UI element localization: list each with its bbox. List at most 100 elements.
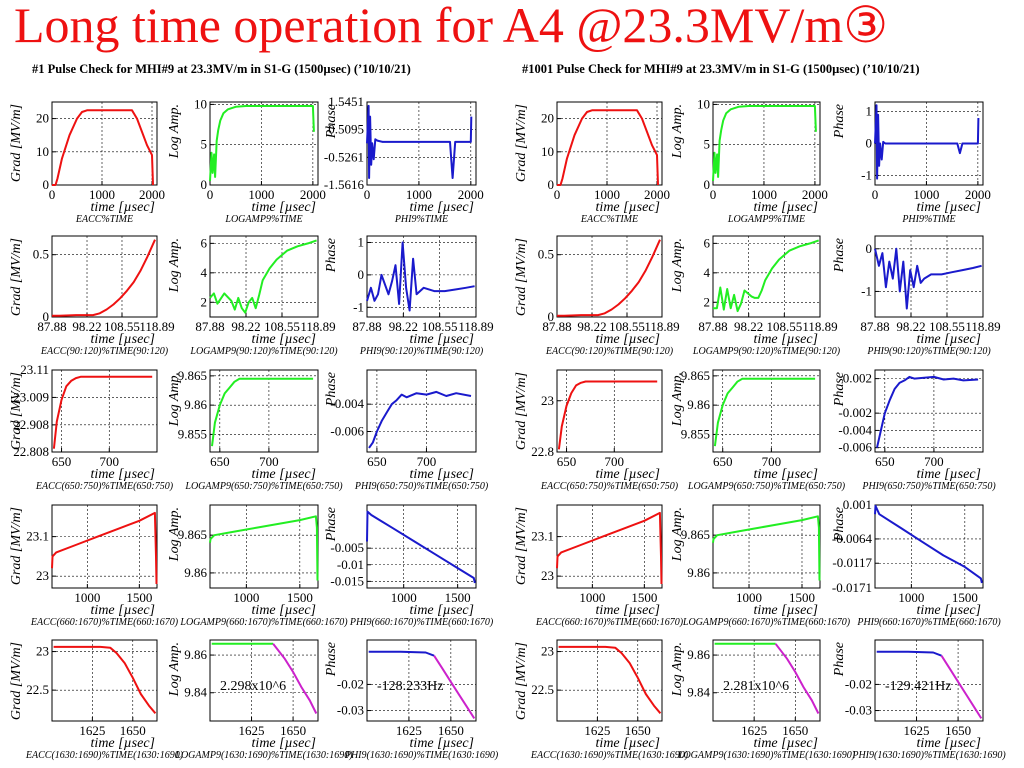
plot-caption: LOGAMP9%TIME (224, 214, 302, 225)
plot-frame (712, 369, 821, 453)
y-tick-label: 9.84 (687, 685, 710, 700)
x-tick-label: 1000 (89, 187, 115, 202)
data-series-line (52, 109, 154, 186)
y-tick-label: -1 (353, 299, 364, 314)
y-tick-label: 23 (36, 644, 49, 659)
data-series-line (874, 504, 983, 584)
y-tick-label: 9.86 (184, 397, 207, 412)
y-tick-label: -0.03 (337, 703, 364, 718)
x-axis-label: time [µsec] (596, 467, 660, 482)
y-tick-label: 22.808 (13, 444, 49, 459)
fit-annotation: 2.281x10^6 (723, 679, 789, 694)
plot-caption: EACC(1630:1690)%TIME(1630:1690) (530, 750, 689, 761)
x-tick-label: 108.55 (104, 319, 140, 334)
x-tick-label: 1625 (584, 723, 610, 738)
y-axis-label: Log Amp. (670, 372, 685, 427)
data-series-line (209, 515, 319, 581)
y-axis-label: Phase (324, 104, 339, 139)
plot-frame (556, 639, 663, 722)
y-tick-label: -1.5616 (324, 177, 365, 192)
y-tick-label: -0.006 (838, 440, 872, 455)
chart-panel: 87.88 98.22 108.55 118.89 2 4 6 time [µsec] Log … (167, 235, 338, 357)
fit-annotation: 2.298x10^6 (220, 679, 286, 694)
chart-panel: 1000 1500 9.86 9.865 time [µsec] Log Amp. LOGA… (670, 504, 851, 628)
plot-caption: EACC(90:120)%TIME(90:120) (545, 346, 674, 357)
y-axis-label: Phase (832, 507, 847, 542)
y-axis-label: Phase (832, 104, 847, 139)
plot-caption: PHI9(1630:1690)%TIME(1630:1690) (344, 750, 499, 761)
x-tick-label: 2000 (300, 187, 326, 202)
y-axis-label: Grad [MV/m] (514, 372, 529, 450)
x-axis-label: time [µsec] (917, 332, 981, 347)
y-tick-label: 0 (548, 309, 555, 324)
y-tick-label: 9.865 (681, 527, 710, 542)
y-tick-label: -0.015 (330, 573, 364, 588)
y-tick-label: -0.02 (845, 676, 872, 691)
x-tick-label: 1650 (438, 723, 464, 738)
x-tick-label: 1650 (945, 723, 971, 738)
x-axis-label: time [µsec] (91, 332, 155, 347)
plot-frame (556, 235, 663, 318)
plot-caption: LOGAMP9(1630:1690)%TIME(1630:1690) (677, 750, 856, 761)
plot-caption: LOGAMP9(1630:1690)%TIME(1630:1690) (174, 750, 353, 761)
x-tick-label: 1000 (594, 187, 620, 202)
x-axis-label: time [µsec] (596, 603, 660, 618)
x-tick-label: 1000 (233, 590, 259, 605)
y-tick-label: 5 (201, 137, 208, 152)
y-tick-label: 10 (697, 96, 710, 111)
plot-frame (51, 639, 158, 722)
y-axis-label: Grad [MV/m] (9, 238, 24, 316)
y-tick-label: 9.855 (681, 426, 710, 441)
plot-frame (51, 504, 158, 589)
chart-panel: 1625 1650 9.84 9.86 2.298x10^6 time [µsec] Log… (167, 639, 353, 761)
data-series-line (876, 650, 942, 657)
y-tick-label: 0 (866, 241, 873, 256)
y-tick-label: 0.5 (33, 247, 49, 262)
x-tick-label: 700 (100, 454, 120, 469)
y-tick-label: 9.86 (184, 647, 207, 662)
x-axis-label: time [µsec] (917, 603, 981, 618)
y-tick-label: 0.5 (538, 247, 554, 262)
y-tick-label: 1.5451 (328, 94, 364, 109)
x-axis-label: time [µsec] (754, 467, 818, 482)
data-series-line (211, 377, 314, 447)
x-axis-label: time [µsec] (410, 200, 474, 215)
x-tick-label: 700 (605, 454, 625, 469)
y-tick-label: 0 (201, 177, 208, 192)
data-series-line (368, 390, 472, 449)
y-tick-label: 23 (541, 568, 554, 583)
x-axis-label: time [µsec] (596, 736, 660, 751)
x-tick-label: 0 (49, 187, 56, 202)
x-axis-label: time [µsec] (252, 736, 316, 751)
fit-line (774, 643, 820, 714)
y-tick-label: 9.86 (184, 565, 207, 580)
chart-panel: 87.88 98.22 108.55 118.89 -1 0 1 time [µsec] Pha… (324, 234, 494, 357)
y-tick-label: 22.5 (26, 682, 49, 697)
data-series-line (366, 510, 476, 584)
x-axis-label: time [µsec] (91, 603, 155, 618)
plot-caption: PHI9(90:120)%TIME(90:120) (359, 346, 484, 357)
plot-caption: PHI9%TIME (901, 214, 955, 225)
y-tick-label: -0.006 (330, 424, 364, 439)
y-axis-label: Log Amp. (670, 642, 685, 697)
x-axis-label: time [µsec] (754, 603, 818, 618)
y-tick-label: 23.1 (26, 529, 49, 544)
chart-panel: 1000 1500 23 23.1 time [µsec] Grad [MV/m] EACC… (9, 504, 179, 628)
y-tick-label: 9.865 (681, 368, 710, 383)
x-tick-label: 1500 (126, 590, 152, 605)
x-tick-label: 1625 (396, 723, 422, 738)
x-tick-label: 108.55 (422, 319, 458, 334)
x-tick-label: 118.89 (644, 319, 679, 334)
y-tick-label: 5 (704, 137, 711, 152)
y-tick-label: -0.004 (330, 396, 364, 411)
data-series-line (712, 515, 821, 581)
data-series-line (53, 645, 157, 714)
data-series-line (713, 239, 820, 313)
plot-caption: EACC(650:750)%TIME(650:750) (540, 481, 679, 492)
y-axis-label: Log Amp. (167, 104, 182, 159)
x-tick-label: 87.88 (698, 319, 727, 334)
x-tick-label: 1000 (579, 590, 605, 605)
y-axis-label: Log Amp. (167, 507, 182, 562)
data-series-line (557, 380, 658, 450)
